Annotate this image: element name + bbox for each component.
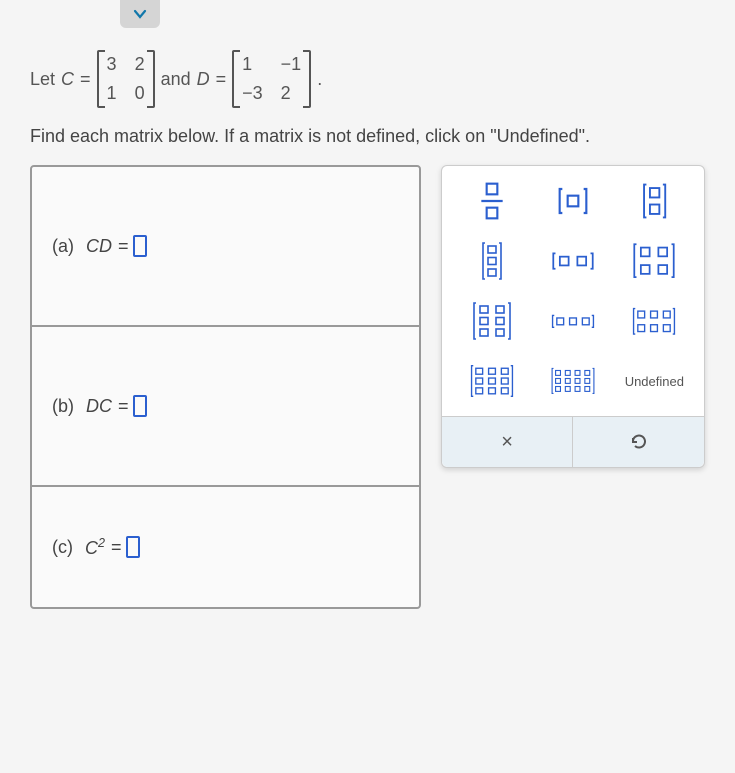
instruction-text: Find each matrix below. If a matrix is n… bbox=[30, 126, 705, 147]
part-a-input[interactable] bbox=[133, 235, 147, 257]
palette-1x2[interactable] bbox=[537, 240, 608, 282]
c-10: 1 bbox=[107, 83, 117, 104]
part-c-sup: 2 bbox=[98, 536, 105, 550]
chevron-down-icon bbox=[132, 6, 148, 22]
part-b-row: (b) DC = bbox=[32, 327, 419, 487]
d-01: −1 bbox=[281, 54, 302, 75]
clear-icon: × bbox=[501, 431, 513, 454]
problem-statement: Let C = 3 2 1 0 and D = 1 −1 −3 2 . bbox=[30, 50, 705, 108]
part-a-row: (a) CD = bbox=[32, 167, 419, 327]
undefined-label: Undefined bbox=[625, 374, 684, 389]
palette-3x4[interactable] bbox=[537, 360, 608, 402]
c-01: 2 bbox=[135, 54, 145, 75]
matrix-1x3-icon bbox=[550, 312, 596, 331]
matrix-d: 1 −1 −3 2 bbox=[232, 50, 311, 108]
part-b-label: (b) bbox=[52, 396, 74, 417]
c-00: 3 bbox=[107, 54, 117, 75]
palette-3x1[interactable] bbox=[456, 240, 527, 282]
d-10: −3 bbox=[242, 83, 263, 104]
part-c-base: C bbox=[85, 538, 98, 558]
palette-reset-button[interactable] bbox=[573, 417, 704, 467]
palette-1x1[interactable] bbox=[537, 180, 608, 222]
palette-3x2[interactable] bbox=[456, 300, 527, 342]
part-b-expr: DC bbox=[86, 396, 112, 417]
part-a-expr: CD bbox=[86, 236, 112, 257]
part-b-eq: = bbox=[118, 396, 129, 417]
matrix-3x4-icon bbox=[550, 367, 596, 395]
matrix-c: 3 2 1 0 bbox=[97, 50, 155, 108]
matrix-3x2-icon bbox=[471, 301, 513, 341]
part-b-input[interactable] bbox=[133, 395, 147, 417]
matrix-2x2-icon bbox=[631, 241, 677, 280]
equals-1: = bbox=[80, 69, 91, 90]
var-d: D bbox=[197, 69, 210, 90]
part-c-label: (c) bbox=[52, 537, 73, 558]
palette-1x3[interactable] bbox=[537, 300, 608, 342]
palette-2x2[interactable] bbox=[619, 240, 690, 282]
answer-table: (a) CD = (b) DC = (c) C2 = bbox=[30, 165, 421, 609]
d-00: 1 bbox=[242, 54, 263, 75]
part-c-expr: C2 bbox=[85, 536, 105, 559]
matrix-1x2-icon bbox=[550, 249, 596, 273]
equals-2: = bbox=[216, 69, 227, 90]
undo-icon bbox=[629, 432, 649, 452]
matrix-1x1-icon bbox=[553, 181, 593, 221]
palette-undefined[interactable]: Undefined bbox=[619, 360, 690, 402]
d-11: 2 bbox=[281, 83, 302, 104]
part-c-eq: = bbox=[111, 537, 122, 558]
palette-3x3[interactable] bbox=[456, 360, 527, 402]
part-a-label: (a) bbox=[52, 236, 74, 257]
fraction-icon bbox=[472, 181, 512, 221]
var-c: C bbox=[61, 69, 74, 90]
part-c-input[interactable] bbox=[126, 536, 140, 558]
part-c-row: (c) C2 = bbox=[32, 487, 419, 607]
palette-2x1[interactable] bbox=[619, 180, 690, 222]
matrix-2x1-icon bbox=[637, 181, 672, 221]
matrix-palette: Undefined × bbox=[441, 165, 705, 468]
part-a-eq: = bbox=[118, 236, 129, 257]
matrix-2x3-icon bbox=[631, 306, 677, 337]
palette-2x3[interactable] bbox=[619, 300, 690, 342]
collapse-toggle[interactable] bbox=[120, 0, 160, 28]
and-text: and bbox=[161, 69, 191, 90]
palette-clear-button[interactable]: × bbox=[442, 417, 573, 467]
matrix-3x3-icon bbox=[469, 364, 515, 398]
c-11: 0 bbox=[135, 83, 145, 104]
period: . bbox=[317, 69, 322, 90]
let-text: Let bbox=[30, 69, 55, 90]
palette-fraction[interactable] bbox=[456, 180, 527, 222]
matrix-3x1-icon bbox=[477, 241, 507, 281]
